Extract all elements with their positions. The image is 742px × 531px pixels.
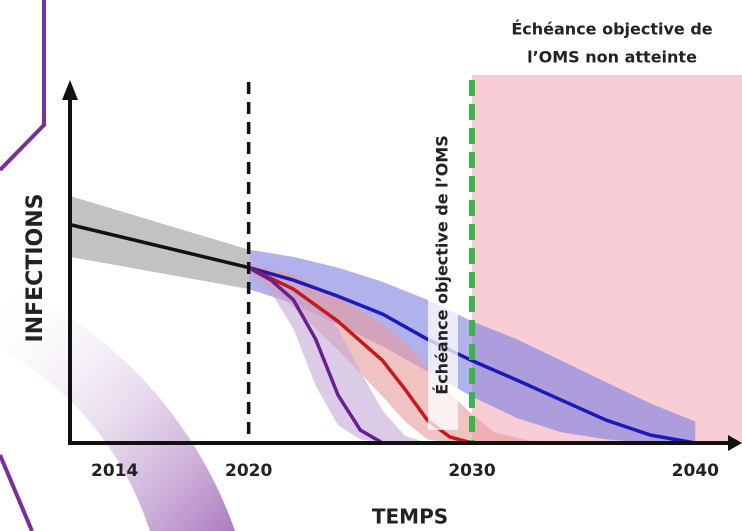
band xyxy=(70,196,249,289)
x-tick-label: 2014 xyxy=(91,461,138,481)
decor-line xyxy=(0,455,32,531)
decor-line xyxy=(0,0,44,170)
x-axis-title: TEMPS xyxy=(372,505,448,529)
x-tick-label: 2030 xyxy=(448,461,495,481)
chart: Échéance objective de l’OMS TEMPS INFECT… xyxy=(0,0,742,531)
annotation: Échéance objective de l’OMS xyxy=(433,135,452,394)
annotation: l’OMS non atteinte xyxy=(527,48,697,67)
x-tick-label: 2040 xyxy=(672,461,719,481)
y-arrow xyxy=(62,80,78,100)
y-axis-title: INFECTIONS xyxy=(23,194,48,343)
annotation: Échéance objective de xyxy=(511,20,712,39)
x-tick-label: 2020 xyxy=(225,461,272,481)
